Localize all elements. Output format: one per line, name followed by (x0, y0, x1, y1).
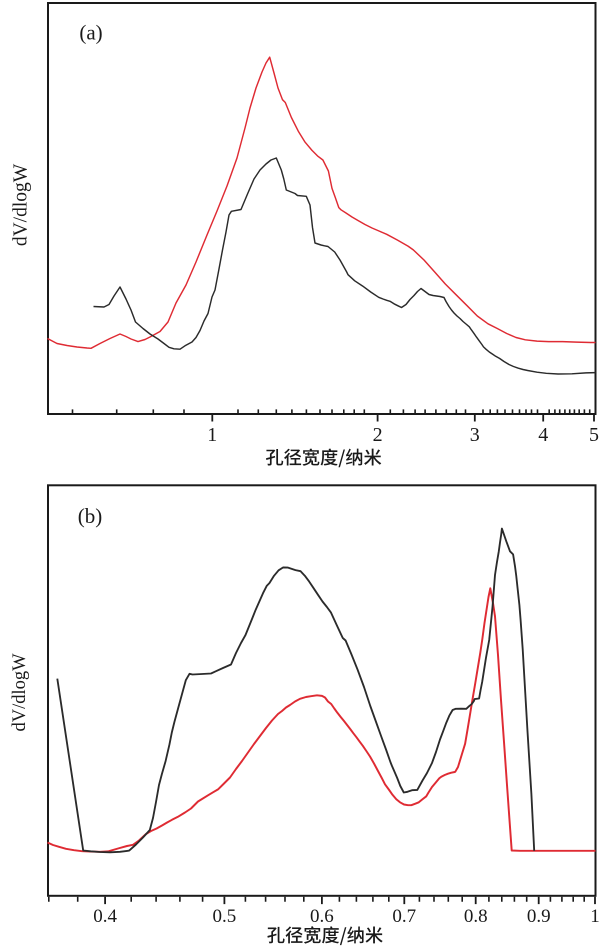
svg-text:dV/dlogW: dV/dlogW (10, 653, 30, 732)
svg-text:2: 2 (373, 424, 383, 446)
svg-text:0.4: 0.4 (93, 906, 117, 927)
svg-text:0.5: 0.5 (213, 906, 237, 927)
svg-text:(b): (b) (78, 504, 103, 528)
svg-text:1: 1 (590, 906, 600, 927)
svg-text:dV/dlogW: dV/dlogW (11, 163, 32, 246)
svg-text:1: 1 (207, 424, 217, 446)
svg-text:4: 4 (538, 424, 548, 446)
svg-text:0.6: 0.6 (310, 906, 334, 927)
svg-text:0.9: 0.9 (527, 906, 551, 927)
svg-text:(a): (a) (79, 21, 102, 45)
svg-text:0.8: 0.8 (464, 906, 488, 927)
svg-text:5: 5 (589, 424, 599, 446)
svg-text:3: 3 (470, 424, 480, 446)
svg-text:0.7: 0.7 (392, 906, 416, 927)
